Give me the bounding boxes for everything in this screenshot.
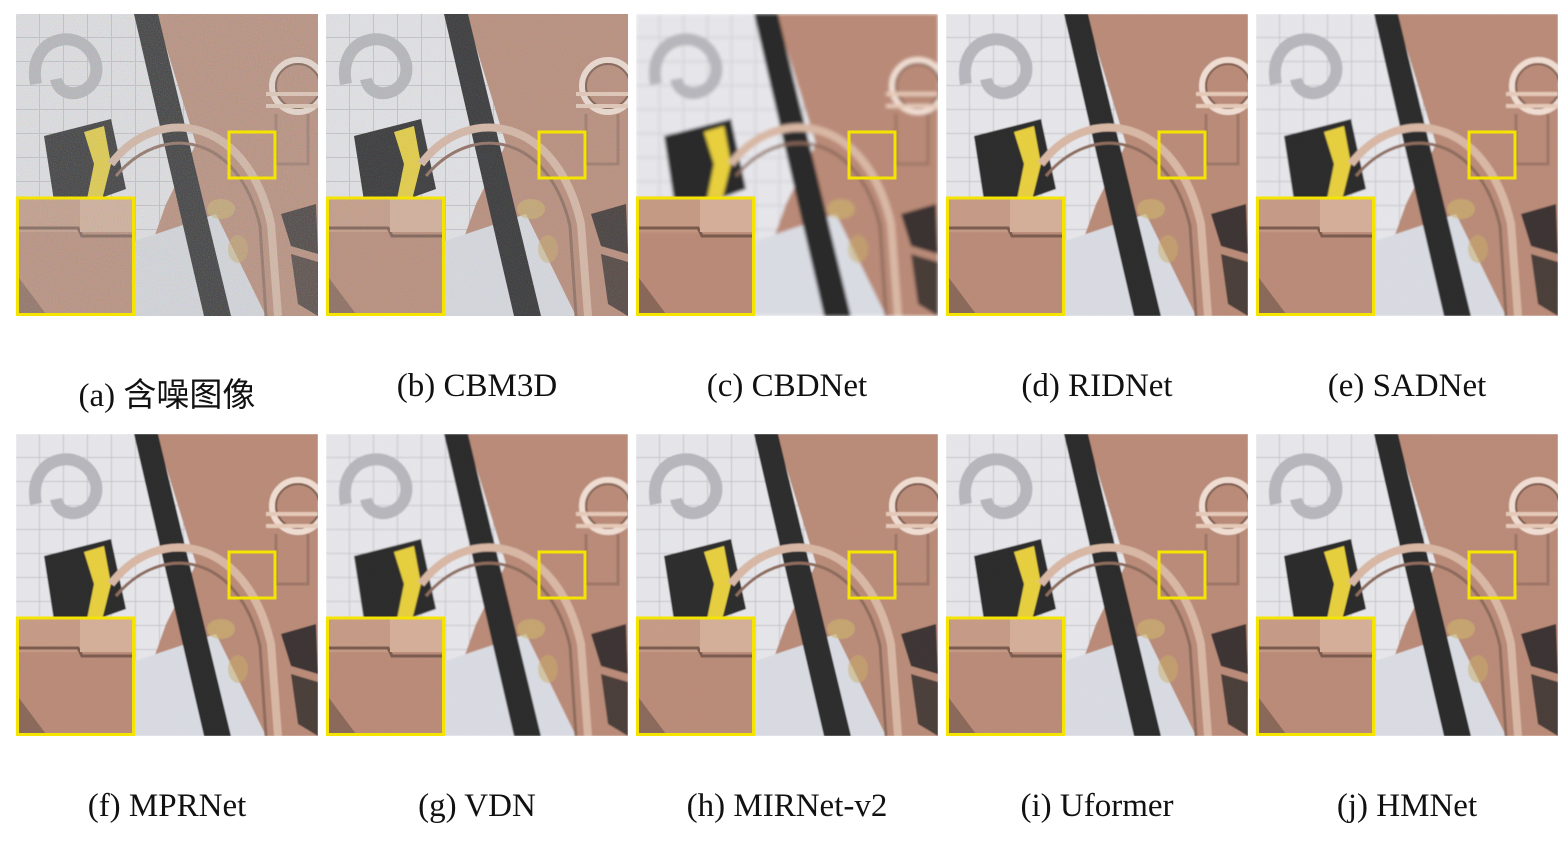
result-image — [16, 434, 318, 736]
result-image — [636, 434, 938, 736]
panel-caption: (f) MPRNet — [87, 788, 247, 824]
panel-caption: (a) 含噪图像 — [78, 378, 256, 414]
result-image — [16, 14, 318, 316]
panel-caption: (d) RIDNet — [1021, 368, 1173, 404]
result-image — [636, 14, 938, 316]
result-image — [326, 434, 628, 736]
panel-caption: (g) VDN — [418, 788, 536, 824]
panel-caption: (h) MIRNet-v2 — [686, 788, 888, 824]
result-image — [946, 434, 1248, 736]
result-image — [946, 14, 1248, 316]
panel-caption: (b) CBM3D — [396, 368, 558, 404]
result-image — [326, 14, 628, 316]
panel-caption: (j) HMNet — [1336, 788, 1478, 824]
panel-caption: (c) CBDNet — [706, 368, 868, 404]
panel-caption: (i) Uformer — [1020, 788, 1174, 824]
result-image — [1256, 434, 1558, 736]
panel-caption: (e) SADNet — [1327, 368, 1487, 404]
result-image — [1256, 14, 1558, 316]
